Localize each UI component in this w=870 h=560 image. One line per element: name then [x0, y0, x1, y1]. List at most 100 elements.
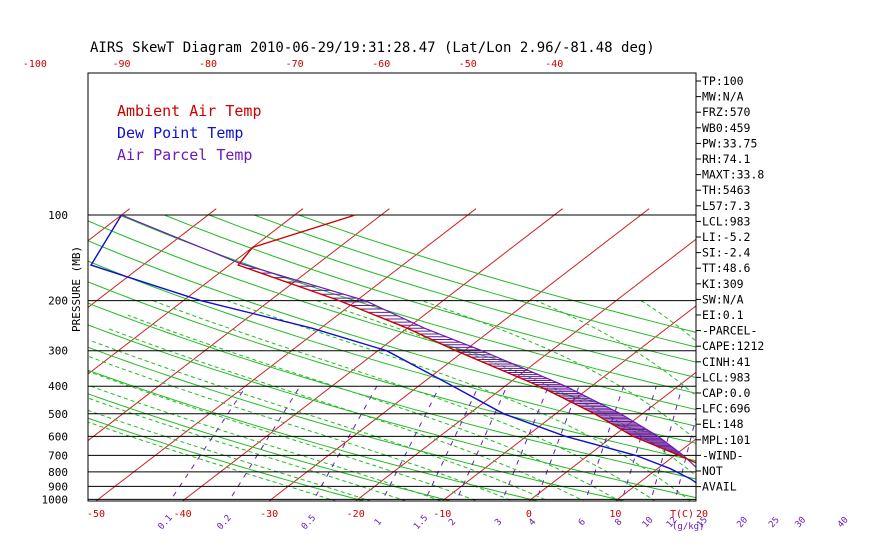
- index-label: TT:48.6: [702, 261, 751, 275]
- bottom-temp-tick-label: 10: [609, 509, 621, 520]
- mixing-ratio-tick-label: 25: [767, 515, 782, 530]
- mixing-ratio-line: [228, 385, 301, 501]
- moist-adiabat-line: [106, 327, 585, 501]
- series-line-dew-point-temp: [89, 214, 696, 484]
- dry-adiabat-line: [88, 220, 696, 411]
- mixing-ratio-line: [381, 386, 441, 501]
- series-line-air-parcel-temp: [121, 214, 696, 469]
- index-label: CAPE:1212: [702, 339, 764, 353]
- mixing-ratio-tick-label: 30: [794, 515, 809, 530]
- isotherm-line: [88, 208, 390, 442]
- top-temp-tick-label: -100: [23, 59, 47, 70]
- index-label: NOT: [702, 464, 723, 478]
- pressure-tick-label: 400: [48, 380, 68, 393]
- index-label: RH:74.1: [702, 152, 751, 166]
- index-label: MPL:101: [702, 433, 751, 447]
- index-label: -WIND-: [702, 448, 744, 462]
- pressure-tick-label: 700: [48, 449, 68, 462]
- index-label: TH:5463: [702, 183, 751, 197]
- moist-adiabat-line: [88, 421, 338, 501]
- moist-adiabat-line: [226, 300, 692, 501]
- moist-adiabat-line: [535, 300, 696, 397]
- moist-adiabat-line: [88, 384, 443, 501]
- mixing-ratio-tick-label: 0.1: [157, 513, 175, 532]
- pressure-tick-label: 600: [48, 430, 68, 443]
- top-temp-tick-label: -80: [199, 59, 217, 70]
- dry-adiabat-line: [88, 417, 366, 501]
- isotherm-line: [268, 208, 650, 501]
- bottom-temp-tick-label: -20: [347, 509, 365, 520]
- index-label: LFC:696: [702, 402, 751, 416]
- chart-title: AIRS SkewT Diagram 2010-06-29/19:31:28.4…: [90, 40, 655, 56]
- mixing-ratio-tick-label: 4: [527, 517, 538, 528]
- pressure-tick-label: 800: [48, 466, 68, 479]
- legend-entry: Dew Point Temp: [117, 124, 243, 142]
- mixing-unit-label: (g/kg): [672, 522, 705, 532]
- index-label: MAXT:33.8: [702, 168, 764, 182]
- dry-adiabat-line: [164, 214, 696, 378]
- mixing-ratio-tick-label: 2: [447, 517, 458, 528]
- dry-adiabat-line: [88, 302, 696, 480]
- legend-entry: Ambient Air Temp: [117, 102, 262, 120]
- series-layer: [89, 214, 696, 484]
- mixing-ratio-line: [312, 386, 378, 501]
- index-label: MW:N/A: [702, 90, 744, 104]
- top-temp-tick-label: -70: [286, 59, 304, 70]
- bottom-temp-tick-label: -10: [433, 509, 451, 520]
- index-label: AVAIL: [702, 480, 737, 494]
- index-label: KI:309: [702, 277, 744, 291]
- isotherm-line: [88, 208, 217, 309]
- legend: Ambient Air Temp Dew Point Temp Air Parcel…: [117, 102, 262, 164]
- y-axis-title: PRESSURE (MB): [70, 246, 83, 332]
- temp-unit-label: T(C): [670, 509, 694, 520]
- mixing-ratio-tick-label: 8: [613, 517, 624, 528]
- dry-adiabat-line: [88, 346, 627, 501]
- top-temp-tick-label: -90: [112, 59, 130, 70]
- isotherm-line: [95, 208, 477, 501]
- mixing-ratio-line: [776, 386, 795, 505]
- moist-adiabat-line: [88, 355, 514, 501]
- index-label: -PARCEL-: [702, 324, 757, 338]
- mixing-ratio-line: [845, 386, 856, 505]
- index-label: EL:148: [702, 417, 744, 431]
- moist-adiabat-line: [88, 370, 479, 501]
- mixing-ratio-tick-label: 6: [577, 517, 588, 528]
- moist-adiabat-line: [127, 314, 621, 501]
- dry-adiabat-line: [253, 214, 696, 348]
- mixing-ratio-tick-label: 1.5: [412, 513, 430, 532]
- mixing-ratio-tick-label: 0.5: [300, 513, 318, 532]
- top-temp-tick-label: -40: [545, 59, 563, 70]
- series-line-ambient-air-temp: [237, 214, 696, 464]
- mixing-ratio-tick-label: 3: [493, 517, 504, 528]
- mixing-ratio-tick-label: 0.2: [216, 513, 234, 532]
- mixing-ratio-line: [650, 386, 683, 501]
- moist-adiabat-line: [88, 409, 373, 501]
- index-label: LI:-5.2: [702, 230, 750, 244]
- index-label: SI:-2.4: [702, 246, 751, 260]
- dry-adiabat-line: [119, 214, 696, 394]
- dry-adiabat-line: [209, 214, 696, 363]
- index-label: TP:100: [702, 74, 744, 88]
- isotherm-line: [441, 305, 696, 501]
- top-temp-labels: -120-110-100-90-80-70-60-50-40: [23, 59, 563, 70]
- index-label: CAP:0.0: [702, 386, 751, 400]
- bottom-temp-tick-label: 0: [526, 509, 532, 520]
- pressure-tick-label: 900: [48, 480, 68, 493]
- moist-adiabat-line: [88, 397, 408, 501]
- moist-adiabat-line: [88, 339, 550, 501]
- cape-hatching: [247, 267, 684, 456]
- top-temp-tick-label: -50: [459, 59, 477, 70]
- pressure-tick-label: 500: [48, 408, 68, 421]
- index-label: LCL:983: [702, 214, 751, 228]
- dry-adiabat-line: [88, 369, 540, 501]
- index-label: PW:33.75: [702, 136, 757, 150]
- bottom-temp-tick-label: -40: [174, 509, 192, 520]
- mixing-ratio-tick-label: 10: [641, 515, 656, 530]
- isotherm-line: [528, 371, 696, 501]
- dry-adiabat-line: [88, 324, 696, 499]
- bottom-temp-tick-label: 20: [696, 509, 708, 520]
- top-temp-tick-label: -60: [372, 59, 390, 70]
- isotherm-line: [88, 208, 304, 375]
- pressure-tick-label: 300: [48, 345, 68, 358]
